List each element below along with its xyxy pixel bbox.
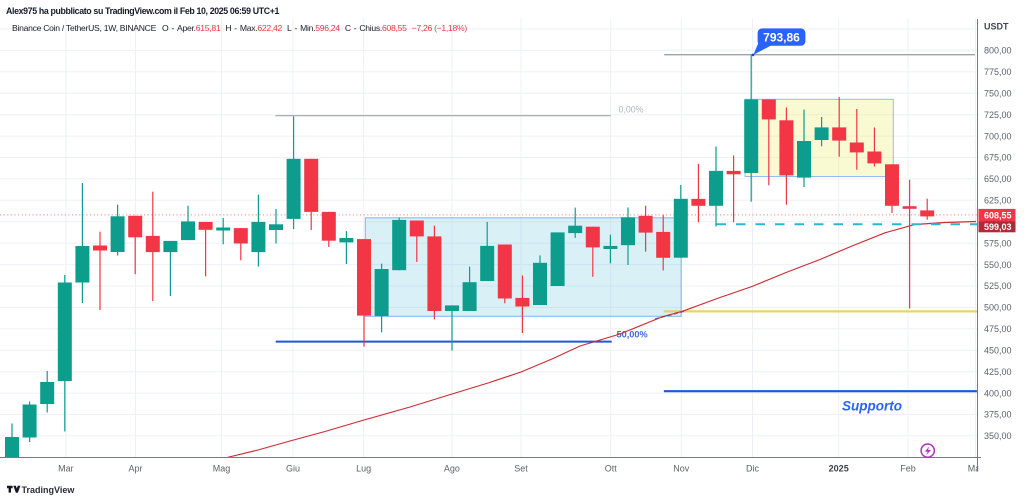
svg-text:0,00%: 0,00% [619,105,644,115]
svg-text:350,00: 350,00 [984,431,1012,441]
svg-text:Ott: Ott [605,464,618,474]
svg-text:450,00: 450,00 [984,346,1012,356]
svg-text:475,00: 475,00 [984,324,1012,334]
svg-text:700,00: 700,00 [984,131,1012,141]
svg-text:Mar: Mar [58,464,74,474]
svg-text:725,00: 725,00 [984,110,1012,120]
svg-text:525,00: 525,00 [984,281,1012,291]
svg-text:Dic: Dic [746,464,759,474]
svg-text:Set: Set [514,464,528,474]
svg-text:TradingView: TradingView [22,485,76,495]
svg-text:775,00: 775,00 [984,67,1012,77]
svg-text:Lug: Lug [356,464,371,474]
svg-text:575,00: 575,00 [984,238,1012,248]
svg-text:599,03: 599,03 [984,222,1012,232]
svg-text:Binance Coin / TetherUS, 1W, B: Binance Coin / TetherUS, 1W, BINANCE O - Ap… [12,23,467,33]
svg-text:Nov: Nov [673,464,690,474]
svg-text:Ago: Ago [444,464,460,474]
svg-text:Supporto: Supporto [842,399,902,414]
svg-text:608,55: 608,55 [984,210,1012,220]
svg-text:793,86: 793,86 [763,30,800,44]
svg-text:750,00: 750,00 [984,88,1012,98]
svg-text:Mag: Mag [213,464,231,474]
svg-text:550,00: 550,00 [984,260,1012,270]
svg-text:375,00: 375,00 [984,410,1012,420]
svg-text:USDT: USDT [984,22,1009,32]
svg-text:Mar: Mar [968,464,984,474]
svg-text:625,00: 625,00 [984,196,1012,206]
svg-text:675,00: 675,00 [984,153,1012,163]
svg-text:500,00: 500,00 [984,303,1012,313]
svg-text:425,00: 425,00 [984,367,1012,377]
svg-text:2025: 2025 [829,464,849,474]
svg-text:650,00: 650,00 [984,174,1012,184]
svg-text:800,00: 800,00 [984,46,1012,56]
svg-text:Alex975 ha pubblicato su Tradi: Alex975 ha pubblicato su TradingView.com… [6,6,279,16]
svg-text:50,00%: 50,00% [617,329,648,339]
svg-text:400,00: 400,00 [984,388,1012,398]
svg-text:Apr: Apr [128,464,142,474]
svg-text:Feb: Feb [900,464,916,474]
svg-text:Giu: Giu [286,464,300,474]
